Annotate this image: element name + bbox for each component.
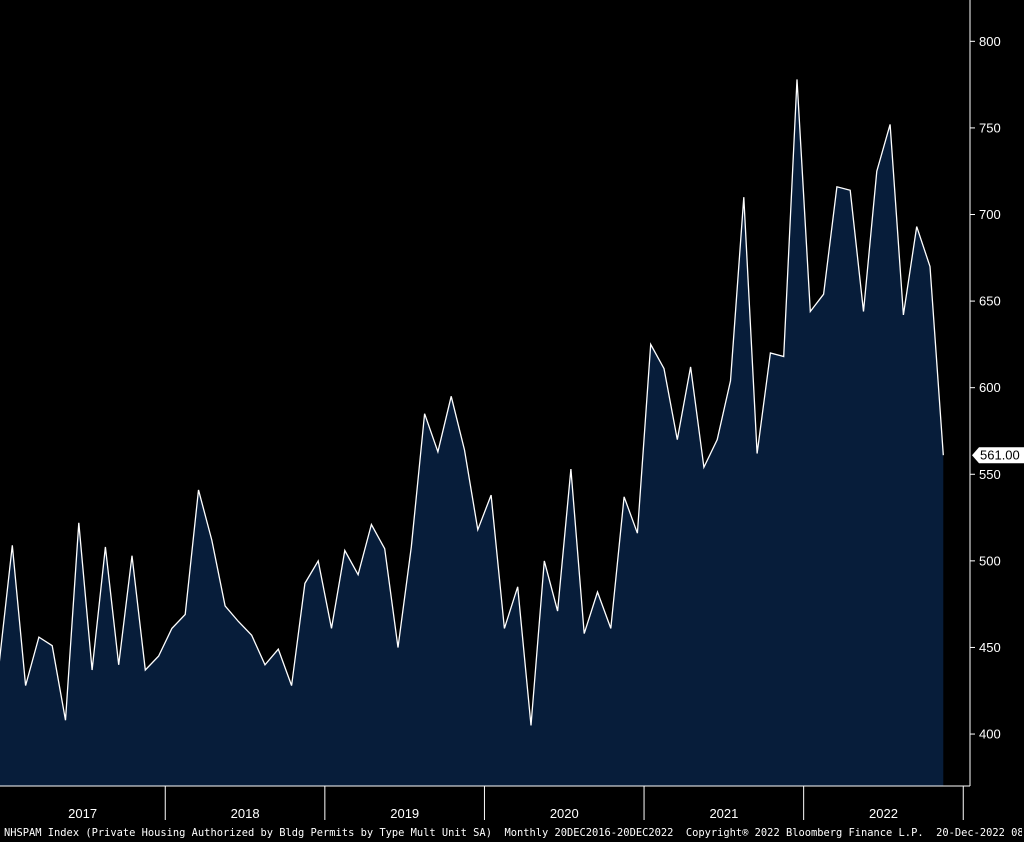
x-year-label: 2021 <box>709 806 738 821</box>
label-layer: 400 450 500 550 600 650 700 750 800 2017 2018 2019 2… <box>68 34 1024 821</box>
x-year-label: 2020 <box>550 806 579 821</box>
area-layer <box>0 79 944 786</box>
footer-ticker: NHSPAM Index (Private Housing Authorized… <box>4 827 492 839</box>
footer-timestamp: 20-Dec-2022 08:44:10 <box>936 827 1022 839</box>
line-layer <box>0 79 944 726</box>
series-area <box>0 79 944 786</box>
last-value-label: 561.00 <box>980 448 1020 463</box>
footer-period: Monthly 20DEC2016-20DEC2022 <box>504 827 674 839</box>
y-tick-label: 600 <box>979 380 1001 395</box>
y-tick-label: 800 <box>979 34 1001 49</box>
series-line <box>0 79 944 726</box>
last-value-flag <box>972 447 1024 464</box>
y-tick-label: 450 <box>979 640 1001 655</box>
axis-layer <box>0 0 975 820</box>
y-tick-label: 550 <box>979 467 1001 482</box>
y-tick-label: 650 <box>979 294 1001 309</box>
chart-footer: NHSPAM Index (Private Housing Authorized… <box>4 825 1022 841</box>
x-year-label: 2018 <box>231 806 260 821</box>
y-tick-label: 500 <box>979 553 1001 568</box>
x-year-label: 2019 <box>390 806 419 821</box>
x-year-label: 2017 <box>68 806 97 821</box>
footer-copyright: Copyright® 2022 Bloomberg Finance L.P. <box>685 827 924 839</box>
y-tick-label: 700 <box>979 207 1001 222</box>
y-tick-label: 750 <box>979 120 1001 135</box>
x-year-label: 2022 <box>869 806 898 821</box>
y-tick-label: 400 <box>979 727 1001 742</box>
